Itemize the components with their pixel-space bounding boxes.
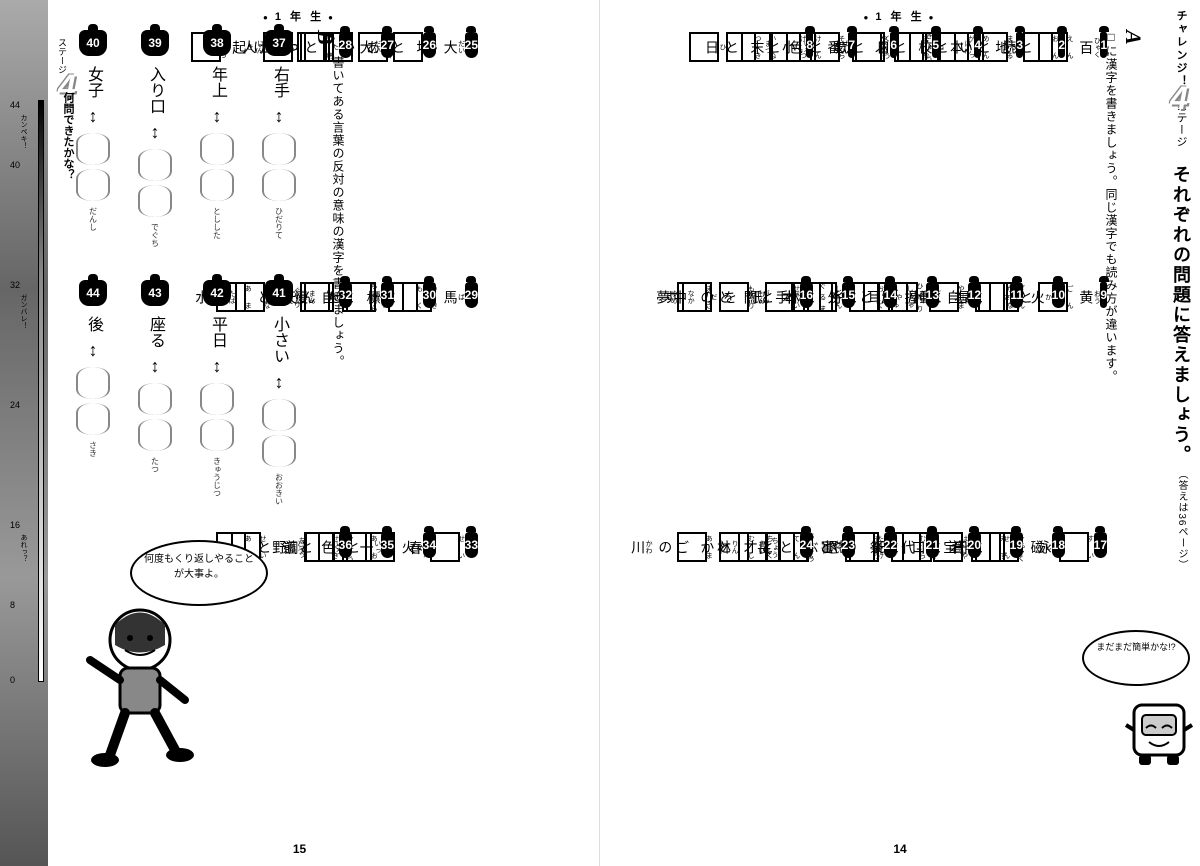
problem-number: 14 [884,282,897,308]
problems-a-top: 1百ひゃくえんとまるい2おん読どくと本ほんね3地ちめんとまなぶ4がっ校こうとやす… [772,30,1108,64]
opposite-37: 37右手↕ひだりて [250,30,308,247]
problem-number: 24 [800,532,813,558]
answer-blank[interactable] [200,133,234,165]
problem-number: 31 [381,282,394,308]
problem-number: 34 [423,532,436,558]
problem-number: 30 [423,282,436,308]
answer-blank[interactable] [138,383,172,415]
opposites-top: 37右手↕ひだりて38年上↕としした39入り口↕でぐち40女子↕だんし [62,30,310,247]
page-15: 1 年 生 B 25大だい地ちとあかつち26ぼくとめいかげ27大だいとこ人じん2… [0,0,600,866]
problem-number: 21 [926,532,939,558]
problem-number: 29 [465,282,478,308]
answer-blank[interactable] [138,419,172,451]
answer-blank[interactable] [262,399,296,431]
robot-character [1124,690,1194,770]
answer-blank[interactable] [76,133,110,165]
problem-number: 13 [926,282,939,308]
kanji-blank[interactable] [978,32,1008,62]
problem-number: 28 [339,32,352,58]
grade-header: 1 年 生 [860,8,941,24]
problem-number: 7 [848,32,855,58]
problem-number: 19 [1010,532,1023,558]
kanji-blank[interactable] [741,32,771,62]
speech-bubble-robot: まだまだ簡単かな!? [1082,630,1190,686]
answer-blank[interactable] [76,169,110,201]
problem-number: 35 [381,532,394,558]
problem-number: 2 [1058,32,1065,58]
problem-number: 16 [800,282,813,308]
problem-number: 20 [968,532,981,558]
answer-blank[interactable] [76,367,110,399]
problem-number: 4 [974,32,981,58]
section-b-text: 書いてある言葉の反対の意味の漢字を書きましょう。 [330,56,347,368]
answer-blank[interactable] [262,169,296,201]
opposites-bot: 41小さい↕おおきい42平日↕きゅうじつ43座る↕たつ44後↕さき [62,280,310,505]
problem-33: 33せい春しゅんとあお色いろ [438,530,478,564]
problem-number: 11 [1010,282,1023,308]
problem-1: 1百ひゃくえんとまるい [1067,30,1107,64]
problem-number: 23 [842,532,855,558]
answer-blank[interactable] [138,149,172,181]
opposite-38: 38年上↕としした [188,30,246,247]
answer-blank[interactable] [200,419,234,451]
problem-number: 36 [339,532,352,558]
kanji-blank[interactable] [682,282,712,312]
problem-number: 8 [806,32,813,58]
problem-number: 1 [1100,32,1107,58]
opposite-39: 39入り口↕でぐち [126,30,184,247]
problems-a-mid: 9黄おうごんとかな具ぐ10火かざんとやま小ご屋や11さ右ゆうとひだり耳みみ12自… [772,280,1108,314]
opposite-43: 43座る↕たつ [126,280,184,505]
problems-b-bot: 33せい春しゅんとあお色いろ34火かとく調ちょう35一いっしょうと野やせい36せ… [311,530,479,564]
page-number: 14 [893,842,906,856]
problem-9: 9黄おうごんとかな具ぐ [1067,280,1107,314]
opposite-44: 44後↕さき [64,280,122,505]
problem-number: 33 [465,532,478,558]
opposite-41: 41小さい↕おおきい [250,280,308,505]
problem-number: 22 [884,532,897,558]
answer-blank[interactable] [138,185,172,217]
problem-number: 17 [1094,532,1107,558]
page-14: 1 年 生 チャレンジ！ ステージ それぞれの問題に答えましょう。 （答えは36… [600,0,1200,866]
problem-17: 17すい泳えいとみず着ぎ [1067,530,1107,564]
opposite-42: 42平日↕きゅうじつ [188,280,246,505]
answer-blank[interactable] [262,435,296,467]
score-gauge: 4 ステージ 何問できたかな？ 44カンペキ！4032ガンバレ！2416あれっ？… [8,30,46,730]
page-number: 15 [293,842,306,856]
problem-29: 29馬ばりきとちから自じ慢まん [438,280,478,314]
problem-number: 9 [1100,282,1107,308]
kanji-blank[interactable] [978,282,1008,312]
section-a-title: A □に漢字を書きましょう。同じ漢字でも読み方が違います。 [1103,30,1146,383]
problem-number: 10 [1052,282,1065,308]
problem-number: 27 [381,32,394,58]
problem-number: 25 [465,32,478,58]
answer-blank[interactable] [200,383,234,415]
problem-number: 3 [1016,32,1023,58]
problems-a-bot: 17すい泳えいとみず着ぎ18磁じしゃくと宝ほうせき19せん円えんと代よ紙がみ20… [772,530,1108,564]
stage-number: 4 [1170,80,1188,117]
problem-number: 6 [890,32,897,58]
girl-character [70,590,210,770]
grade-header: 1 年 生 [259,8,340,24]
problem-number: 26 [423,32,436,58]
answer-blank[interactable] [200,169,234,201]
answer-blank[interactable] [76,403,110,435]
problem-number: 12 [968,282,981,308]
problem-number: 18 [1052,532,1065,558]
problem-number: 15 [842,282,855,308]
problem-number: 5 [932,32,939,58]
answer-blank[interactable] [262,133,296,165]
problem-25: 25大だい地ちとあかつち [438,30,478,64]
